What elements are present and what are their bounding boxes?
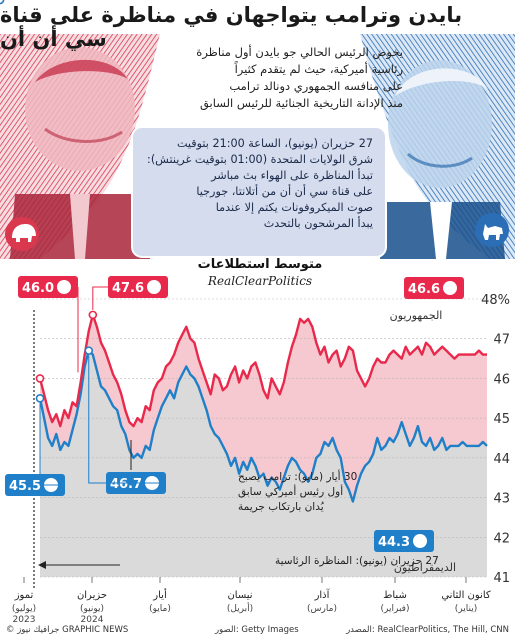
y-tick-label: 43 — [493, 492, 510, 507]
debate-info-box: 27 حزيران (يونيو)، الساعة 21:00 بتوقيت ش… — [133, 128, 385, 256]
trump-portrait — [0, 34, 160, 259]
candidate-portraits — [0, 34, 515, 259]
x-tick-sublabel: (يناير) — [455, 604, 477, 614]
intro-line: يخوض الرئيس الحالي جو بايدن أول مناظرة — [196, 45, 403, 59]
x-tick-year: 2023 — [13, 615, 36, 625]
legend-democrats: الديمقراطيون — [394, 561, 456, 574]
x-tick-label: آذار — [314, 588, 331, 601]
x-tick-sublabel: (فبراير) — [381, 604, 410, 614]
point-marker — [35, 374, 45, 383]
footer-source: المصدر: RealClearPolitics, The Hill, CNN — [346, 625, 509, 635]
republican-elephant-icon — [5, 217, 39, 251]
x-tick-sublabel: (مايو) — [149, 604, 171, 614]
x-tick-year: 2024 — [81, 615, 104, 625]
democrat-area — [40, 350, 487, 577]
donkey-icon — [413, 534, 427, 548]
x-tick-sublabel: (يونيو) — [80, 604, 104, 614]
footer-photos: الصور: Getty Images — [215, 625, 299, 635]
point-marker — [0, 0, 5, 5]
info-sub-line: صوت الميكروفونات يكتم إلا عندما — [215, 201, 373, 214]
chart-title: متوسط استطلاعات — [198, 257, 323, 272]
page-header: بايدن وترامب يتواجهان في مناظرة على قناة… — [0, 0, 515, 51]
democrat-series-line — [38, 349, 488, 503]
x-tick-label: أيار — [152, 588, 167, 601]
point-marker — [88, 310, 98, 320]
intro-line: على منافسه الجمهوري دونالد ترامب — [229, 79, 403, 93]
debate-arrow — [38, 561, 46, 569]
y-tick-label: 41 — [493, 571, 510, 586]
biden-portrait — [360, 34, 515, 259]
point-marker — [84, 346, 94, 355]
intro-line: منذ الإدانة التاريخية الجنائية للرئيس ال… — [199, 96, 403, 110]
republican-series-line — [38, 313, 487, 428]
info-line: تبدأ المناظرة على الهواء بث مباشر — [211, 169, 373, 182]
connector — [92, 286, 108, 310]
elephant-icon — [147, 280, 161, 294]
y-tick-label: 42 — [493, 531, 510, 546]
dem-start-callout-value: 44.3 — [378, 535, 410, 550]
elephant-icon — [57, 280, 71, 294]
point-marker — [35, 393, 45, 403]
info-line: 27 حزيران (يونيو)، الساعة 21:00 بتوقيت — [176, 137, 373, 150]
democrat-donkey-icon — [475, 213, 509, 247]
x-tick-sublabel: (أبريل) — [227, 602, 253, 614]
intro-line: رئاسية أميركية، حيث لم يتقدم كثيراً — [234, 62, 403, 76]
dem-current-callout-value: 45.5 — [9, 479, 41, 494]
verdict-annotation: 30 أيار (مايو): ترامب يصبح — [238, 469, 357, 483]
intro-text: يخوض الرئيس الحالي جو بايدن أول مناظرة ر… — [113, 44, 403, 112]
info-sub-line: يبدأ المرشحون بالتحدث — [263, 217, 373, 230]
page-title: بايدن وترامب يتواجهان في مناظرة على قناة… — [0, 3, 463, 51]
rep-peak-callout-value: 47.6 — [112, 281, 144, 296]
chart-subtitle: RealClearPolitics — [207, 274, 312, 288]
info-line: شرق الولايات المتحدة (01:00 بتوقيت غرينت… — [147, 153, 373, 166]
connector — [88, 355, 166, 484]
y-tick-label: 46 — [493, 372, 510, 387]
dem-peak-callout-value: 46.7 — [110, 477, 142, 492]
rep-start-callout-value: 46.6 — [408, 282, 440, 297]
y-tick-label: 47 — [493, 333, 510, 348]
footer-credit: © جرافيك نيوز GRAPHIC NEWS — [6, 625, 129, 635]
legend-republicans: الجمهوريون — [390, 309, 443, 322]
connector — [39, 403, 65, 486]
x-tick-label: حزيران — [77, 590, 107, 601]
x-tick-sublabel: (مارس) — [307, 604, 337, 614]
x-tick-label: شباط — [383, 590, 407, 601]
debate-annotation: 27 حزيران (يونيو): المناظرة الرئاسية — [275, 555, 439, 567]
y-tick-label: 45 — [493, 412, 510, 427]
x-tick-sublabel: (يوليو) — [12, 604, 36, 614]
x-tick-label: نيسان — [227, 590, 252, 601]
x-tick-label: تموز — [14, 590, 34, 601]
lead-gap-area — [40, 314, 487, 502]
y-tick-label: 44 — [493, 452, 510, 467]
info-line: على قناة سي أن أن من أتلانتا، جورجيا — [196, 185, 373, 198]
verdict-annotation: أول رئيس أميركي سابق — [238, 484, 343, 498]
y-tick-label: 48% — [481, 293, 510, 308]
verdict-annotation: يُدان بارتكاب جريمة — [238, 501, 325, 513]
rep-current-callout-value: 46.0 — [22, 281, 54, 296]
elephant-icon — [443, 281, 457, 295]
x-tick-label: كانون الثاني — [441, 590, 491, 601]
